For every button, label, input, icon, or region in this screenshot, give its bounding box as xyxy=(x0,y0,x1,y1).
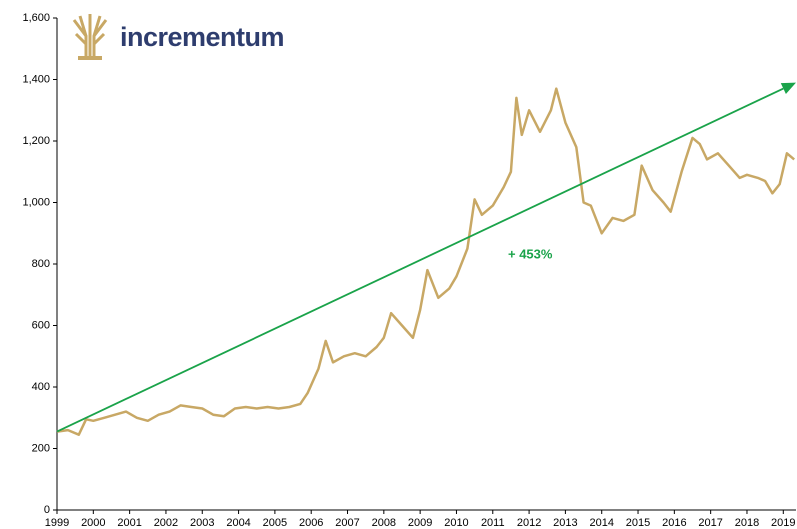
y-tick-label: 1,600 xyxy=(22,12,50,24)
x-tick-label: 2010 xyxy=(444,517,468,529)
y-tick-label: 1,200 xyxy=(22,135,50,147)
annotation: + 453% xyxy=(508,246,553,261)
price-line xyxy=(56,87,796,436)
x-tick-label: 2017 xyxy=(698,517,722,529)
x-tick-label: 2008 xyxy=(372,517,396,529)
y-tick-label: 600 xyxy=(32,319,50,331)
x-tick-label: 2000 xyxy=(81,517,105,529)
x-tick-label: 2003 xyxy=(190,517,214,529)
x-tick-label: 2019 xyxy=(771,517,795,529)
y-tick-label: 0 xyxy=(44,504,50,516)
x-tick-label: 2002 xyxy=(154,517,178,529)
trend-arrowhead xyxy=(780,82,796,94)
x-tick-label: 2015 xyxy=(626,517,650,529)
x-tick-label: 2011 xyxy=(481,517,505,529)
x-tick-label: 2013 xyxy=(553,517,577,529)
logo-text: incrementum xyxy=(120,22,284,52)
x-tick-label: 2014 xyxy=(589,517,613,529)
trend-line xyxy=(56,87,784,433)
x-tick-label: 2016 xyxy=(662,517,686,529)
x-tick-label: 2007 xyxy=(335,517,359,529)
y-tick-label: 1,000 xyxy=(22,196,50,208)
x-tick-label: 2009 xyxy=(408,517,432,529)
logo-icon xyxy=(72,14,108,60)
x-tick-label: 2004 xyxy=(226,517,250,529)
y-tick-label: 800 xyxy=(32,258,50,270)
x-tick-label: 2001 xyxy=(117,517,141,529)
x-tick-label: 1999 xyxy=(45,517,69,529)
x-tick-label: 2018 xyxy=(735,517,759,529)
y-tick-label: 1,400 xyxy=(22,73,50,85)
x-tick-label: 2006 xyxy=(299,517,323,529)
x-tick-label: 2012 xyxy=(517,517,541,529)
y-tick-label: 200 xyxy=(32,442,50,454)
x-tick-label: 2005 xyxy=(263,517,287,529)
y-tick-label: 400 xyxy=(32,381,50,393)
